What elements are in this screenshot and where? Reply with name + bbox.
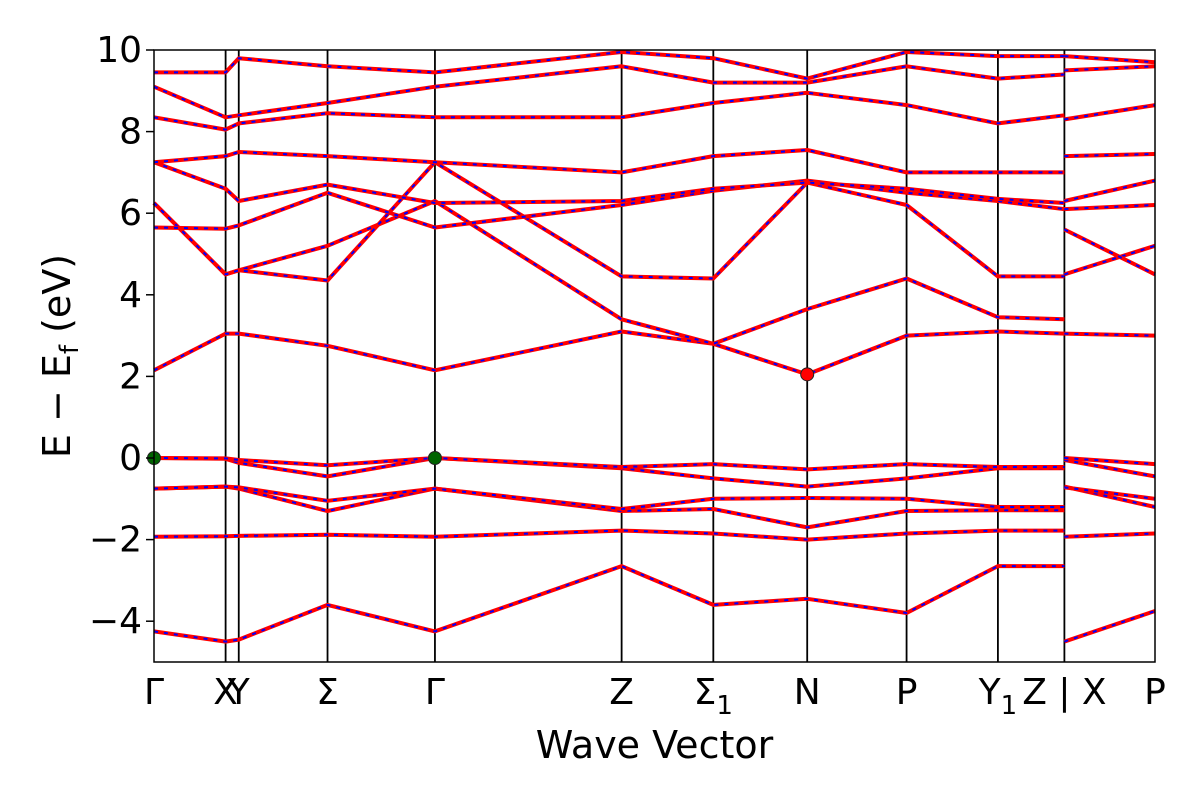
y-axis-label-unit: (eV)	[35, 254, 79, 345]
band-line	[153, 456, 1065, 472]
y-tick-label: 8	[119, 112, 142, 153]
y-axis-label-main: E − E	[35, 354, 79, 458]
high-symmetry-lines	[224, 50, 1066, 662]
band-line-overlay	[153, 148, 1065, 174]
band-line	[1064, 331, 1156, 338]
band-line	[153, 160, 1065, 205]
x-tick-label: Z | X	[1022, 672, 1106, 713]
band-line	[1064, 203, 1156, 212]
band-line	[1063, 243, 1156, 277]
y-tick-label: −4	[89, 601, 142, 642]
band-line	[153, 564, 1065, 644]
band-line-overlay	[1063, 228, 1156, 276]
band-line	[1064, 458, 1156, 479]
band-line	[154, 50, 1065, 81]
x-tick-label: P	[1144, 672, 1166, 713]
x-tick-label: Z	[609, 672, 634, 713]
band-line	[153, 148, 1065, 175]
band-line-overlay	[153, 456, 1065, 471]
y-axis-label-subscript: f	[55, 344, 85, 354]
y-tick-label: 2	[119, 356, 142, 397]
band-line-overlay	[153, 161, 1065, 205]
band-line	[153, 329, 1065, 377]
band-line-overlay	[153, 91, 1065, 131]
x-tick-label: Σ	[316, 672, 339, 713]
band-line	[1064, 456, 1156, 467]
x-axis-ticks: Γ XY Σ Γ Z Σ1 N P Y1 Z | X P	[144, 672, 1166, 721]
band-line-overlay	[153, 330, 1065, 376]
extremum-marker	[800, 367, 815, 382]
band-line-overlay	[153, 485, 1065, 511]
band-line	[1064, 152, 1156, 159]
band-line	[1063, 609, 1156, 644]
extremum-marker	[427, 451, 442, 465]
x-tick-label: Y	[227, 672, 251, 713]
band-line	[1063, 178, 1156, 203]
band-lines	[152, 50, 1156, 644]
band-line-overlay	[154, 50, 1065, 80]
plot-frame	[153, 49, 1156, 663]
band-line	[153, 64, 1065, 120]
band-line	[152, 160, 1065, 283]
band-line	[153, 484, 1065, 511]
x-tick-label: Σ1	[694, 672, 733, 721]
band-line-overlay	[153, 565, 1065, 643]
y-tick-label: 6	[119, 193, 142, 234]
x-tick-label: N	[794, 672, 821, 713]
x-tick-label: Y1	[978, 672, 1018, 721]
x-tick-label: Γ	[144, 672, 164, 713]
x-tick-label: P	[896, 672, 918, 713]
band-line	[1064, 64, 1156, 73]
y-axis-ticks: −4 −2 0 2 4 6 8 10	[89, 30, 154, 642]
band-line-overlay	[153, 529, 1065, 541]
x-axis-label: Wave Vector	[536, 723, 774, 767]
band-line	[153, 528, 1065, 542]
x-tick-label: Γ	[425, 672, 445, 713]
band-line	[153, 90, 1065, 132]
band-line	[1064, 485, 1156, 501]
band-line-overlay	[153, 160, 1065, 282]
x-tick-label: X	[213, 672, 238, 713]
y-axis-label: E − Ef (eV)	[35, 254, 85, 458]
y-tick-label: 10	[96, 30, 142, 71]
y-tick-label: 4	[119, 275, 142, 316]
band-line-overlay	[153, 179, 1065, 230]
y-tick-label: 0	[119, 438, 142, 479]
band-line	[1064, 103, 1156, 122]
y-tick-label: −2	[89, 520, 142, 561]
band-line	[1064, 54, 1156, 65]
band-line	[1064, 531, 1156, 539]
